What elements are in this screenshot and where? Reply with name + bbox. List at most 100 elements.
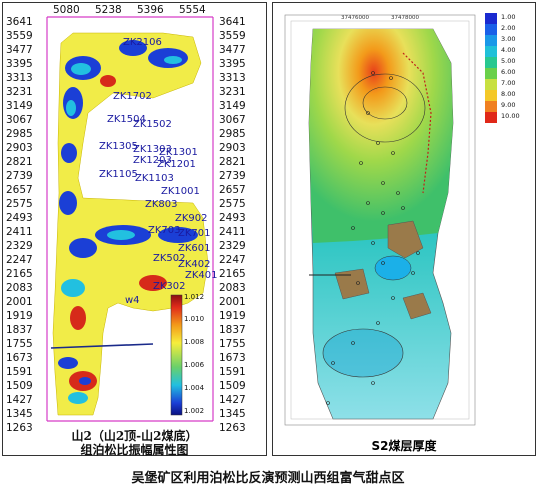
left-caption-line-1: 山2（山2顶-山2煤底） <box>71 429 198 443</box>
x-tick: 5238 <box>95 4 122 16</box>
y-tick: 1837 <box>219 324 246 336</box>
y-tick: 2657 <box>6 184 33 196</box>
y-tick: 1509 <box>6 380 33 392</box>
y-tick: 3231 <box>219 86 246 98</box>
y-tick: 2493 <box>6 212 33 224</box>
well-label: ZK1502 <box>133 119 172 130</box>
y-tick: 1673 <box>6 352 33 364</box>
y-tick: 2165 <box>219 268 246 280</box>
y-tick: 1345 <box>6 408 33 420</box>
well-points <box>326 71 420 405</box>
x-tick: 5396 <box>137 4 164 16</box>
y-tick: 2903 <box>219 142 246 154</box>
y-tick: 2165 <box>6 268 33 280</box>
y-tick: 1919 <box>6 310 33 322</box>
y-tick: 1345 <box>219 408 246 420</box>
well-label: ZK803 <box>145 199 178 210</box>
y-tick: 3231 <box>6 86 33 98</box>
anomaly-blobs <box>58 40 198 404</box>
well-label: ZK1203 <box>133 155 172 166</box>
well-label: ZK2106 <box>123 37 162 48</box>
y-tick: 3477 <box>219 44 246 56</box>
well-label: ZK1504 <box>107 114 146 125</box>
y-tick: 2411 <box>219 226 246 238</box>
legend-label: 1.00 <box>501 13 516 21</box>
y-tick: 1509 <box>219 380 246 392</box>
legend-label: 8.00 <box>501 90 516 98</box>
y-tick: 2739 <box>219 170 246 182</box>
y-tick: 1673 <box>219 352 246 364</box>
y-tick: 3641 <box>6 16 33 28</box>
y-tick: 3149 <box>6 100 33 112</box>
x-tick: 5080 <box>53 4 80 16</box>
y-tick: 2493 <box>219 212 246 224</box>
legend-label: 7.00 <box>501 79 516 87</box>
y-tick: 3559 <box>6 30 33 42</box>
y-tick: 2411 <box>6 226 33 238</box>
well-label: ZK401 <box>185 270 218 281</box>
y-tick: 1755 <box>219 338 246 350</box>
colorbar-label: 1.010 <box>184 315 205 323</box>
well-label: ZK1001 <box>161 186 200 197</box>
top-tick: 37476000 <box>341 15 369 21</box>
colorbar-label: 1.004 <box>184 384 205 392</box>
well-label: ZK302 <box>153 281 186 292</box>
right-map-graphic <box>284 13 497 426</box>
well-label: ZK1105 <box>99 169 138 180</box>
y-tick: 2657 <box>219 184 246 196</box>
y-tick: 1919 <box>219 310 246 322</box>
y-tick: 2329 <box>219 240 246 252</box>
y-tick: 1263 <box>6 422 33 434</box>
well-label: ZK703 <box>148 225 181 236</box>
y-tick: 3313 <box>6 72 33 84</box>
y-tick: 2985 <box>219 128 246 140</box>
y-tick: 3395 <box>6 58 33 70</box>
y-tick: 2821 <box>6 156 33 168</box>
left-caption-line-2: 组泊松比振幅属性图 <box>80 443 189 457</box>
legend-label: 4.00 <box>501 46 516 54</box>
colorbar-label: 1.008 <box>184 338 205 346</box>
y-tick: 2985 <box>6 128 33 140</box>
legend-label: 5.00 <box>501 57 516 65</box>
y-tick: 2247 <box>6 254 33 266</box>
y-tick: 3477 <box>6 44 33 56</box>
y-tick: 3067 <box>6 114 33 126</box>
figure-caption: 吴堡矿区利用泊松比反演预测山西组富气甜点区 <box>131 471 405 486</box>
y-tick: 3313 <box>219 72 246 84</box>
legend-label: 6.00 <box>501 68 516 76</box>
well-label: ZK902 <box>175 213 208 224</box>
thickness-legend <box>485 13 497 123</box>
colorbar-label: 1.006 <box>184 361 205 369</box>
y-tick: 2083 <box>6 282 33 294</box>
y-tick: 1591 <box>6 366 33 378</box>
well-label: ZK701 <box>178 228 211 239</box>
top-tick: 37478000 <box>391 15 419 21</box>
y-tick: 2821 <box>219 156 246 168</box>
y-tick: 1427 <box>219 394 246 406</box>
y-tick: 1755 <box>6 338 33 350</box>
x-tick: 5554 <box>179 4 206 16</box>
y-tick: 2001 <box>6 296 33 308</box>
poisson-ratio-amplitude-map: 5080 5238 5396 5554 3641 3559 3477 3395 … <box>2 2 267 457</box>
colorbar-label: 1.002 <box>184 407 205 415</box>
y-tick: 3641 <box>219 16 246 28</box>
well-label: ZK1201 <box>157 159 196 170</box>
well-label: ZK1702 <box>113 91 152 102</box>
y-tick: 3559 <box>219 30 246 42</box>
legend-label: 3.00 <box>501 35 516 43</box>
y-tick: 2903 <box>6 142 33 154</box>
well-label: w4 <box>125 295 140 306</box>
y-tick: 2575 <box>219 198 246 210</box>
y-tick: 2247 <box>219 254 246 266</box>
colorbar-label: 1.012 <box>184 293 205 301</box>
y-tick: 3067 <box>219 114 246 126</box>
well-label: ZK1305 <box>99 141 138 152</box>
left-map-graphic <box>46 16 214 422</box>
y-tick: 2083 <box>219 282 246 294</box>
y-tick: 1263 <box>219 422 246 434</box>
y-tick: 3149 <box>219 100 246 112</box>
well-label: ZK1103 <box>135 173 174 184</box>
legend-label: 9.00 <box>501 101 516 109</box>
well-label: ZK502 <box>153 253 186 264</box>
y-tick: 2739 <box>6 170 33 182</box>
